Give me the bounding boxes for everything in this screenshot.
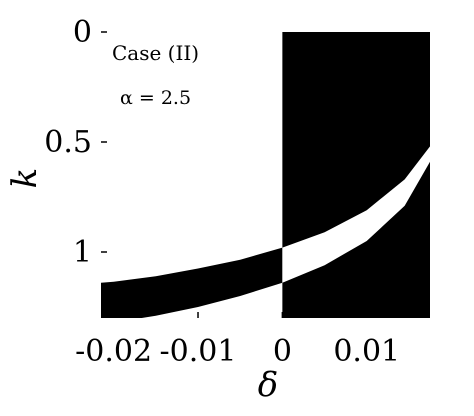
x-tick-label: -0.02 [75,334,152,369]
x-tick-label: -0.01 [160,334,237,369]
black-region-positive-delta [282,32,430,318]
x-tick-label: 0 [273,334,292,369]
x-axis-label: δ [258,365,278,405]
white-band-positive-delta [282,146,430,283]
plot-area [101,32,430,318]
y-axis: 00.51 [44,15,107,270]
y-tick-label: 0.5 [44,125,92,160]
x-axis: -0.02 -0.01 0 0.01 [75,312,400,369]
y-tick-label: 0 [73,15,92,50]
alpha-annotation: α = 2.5 [120,87,191,109]
y-axis-label: k [5,168,45,189]
x-tick-label: 0.01 [333,334,400,369]
y-tick-label: 1 [73,235,92,270]
case-annotation: Case (II) [112,41,199,65]
black-band-negative-delta [101,247,283,318]
heatmap-regions [101,32,430,318]
